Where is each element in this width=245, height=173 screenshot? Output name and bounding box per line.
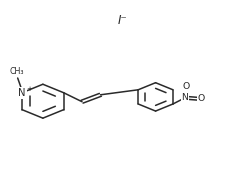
Text: O: O xyxy=(198,94,205,103)
Text: CH₃: CH₃ xyxy=(10,67,24,76)
Text: O: O xyxy=(182,82,190,91)
Text: I⁻: I⁻ xyxy=(118,14,127,27)
Text: N: N xyxy=(18,88,26,98)
Text: N: N xyxy=(181,93,188,102)
Text: +: + xyxy=(26,86,32,92)
